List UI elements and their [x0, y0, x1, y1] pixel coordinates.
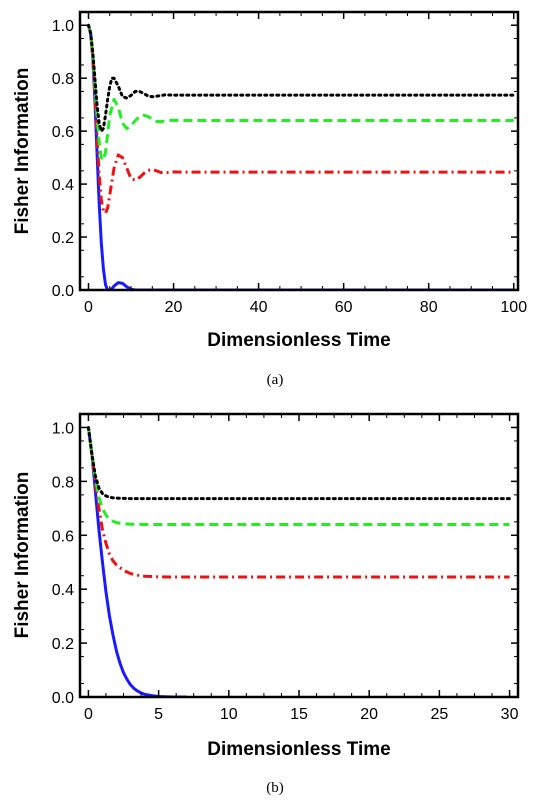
x-axis-label: Dimensionless Time: [207, 739, 390, 760]
x-tick-label: 25: [430, 706, 448, 723]
x-tick-label: 20: [165, 299, 183, 316]
y-tick-label: 0.2: [52, 230, 74, 247]
series-dashdot-line-a: [87, 24, 514, 215]
plot-frame-a: [78, 10, 520, 292]
chart-b-svg: 0 5 10 15 20 25 30 0.0 0.2 0.4 0.6 0.8 1.0 Dimensionl…: [12, 412, 520, 760]
y-tick-label: 0.4: [52, 582, 74, 599]
y-axis-label: Fisher Information: [12, 472, 33, 639]
x-tick-label: 30: [501, 706, 519, 723]
x-tick-label: 40: [250, 299, 268, 316]
chart-panel-b: 0 5 10 15 20 25 30 0.0 0.2 0.4 0.6 0.8 1.0 Dimensionl…: [0, 402, 550, 807]
y-tick-label: 0.8: [52, 474, 74, 491]
x-tick-label: 5: [154, 706, 163, 723]
series-solid-line-b: [86, 427, 187, 697]
y-tick-label: 0.8: [52, 71, 74, 88]
x-tick-label: 20: [360, 706, 378, 723]
series-dotted-line-a: [87, 23, 516, 133]
x-tick-label: 0: [84, 299, 93, 316]
chart-a-svg: 0 20 40 60 80 100 0.0 0.2 0.4 0.6 0.8 1.0 Dimensionl…: [12, 10, 527, 351]
x-tick-label: 60: [335, 299, 353, 316]
caption-a: (a): [266, 372, 284, 388]
x-tick-label: 100: [500, 299, 527, 316]
series-dashed-line-b: [86, 427, 510, 526]
y-tick-label: 0.4: [52, 177, 74, 194]
y-tick-label: 0.6: [52, 528, 74, 545]
chart-panel-a: 0 20 40 60 80 100 0.0 0.2 0.4 0.6 0.8 1.0 Dimensionl…: [0, 0, 550, 400]
plot-frame-b: [78, 412, 520, 699]
y-axis-label: Fisher Information: [12, 68, 33, 235]
x-tick-label: 0: [84, 706, 93, 723]
y-tick-label: 0.6: [52, 124, 74, 141]
y-tick-label: 0.0: [52, 690, 74, 707]
series-dotted-line-b: [86, 425, 512, 501]
x-tick-label: 15: [290, 706, 308, 723]
y-tick-label: 1.0: [52, 420, 74, 437]
y-tick-label: 0.2: [52, 636, 74, 653]
x-tick-label: 10: [220, 706, 238, 723]
caption-b: (b): [266, 780, 284, 796]
x-tick-label: 80: [420, 299, 438, 316]
series-dashed-line-a: [87, 24, 514, 162]
series-dashdot-line-b: [86, 427, 510, 579]
series-solid-line-a: [87, 24, 514, 290]
y-tick-label: 1.0: [52, 18, 74, 35]
y-tick-label: 0.0: [52, 283, 74, 300]
x-axis-label: Dimensionless Time: [207, 330, 390, 351]
